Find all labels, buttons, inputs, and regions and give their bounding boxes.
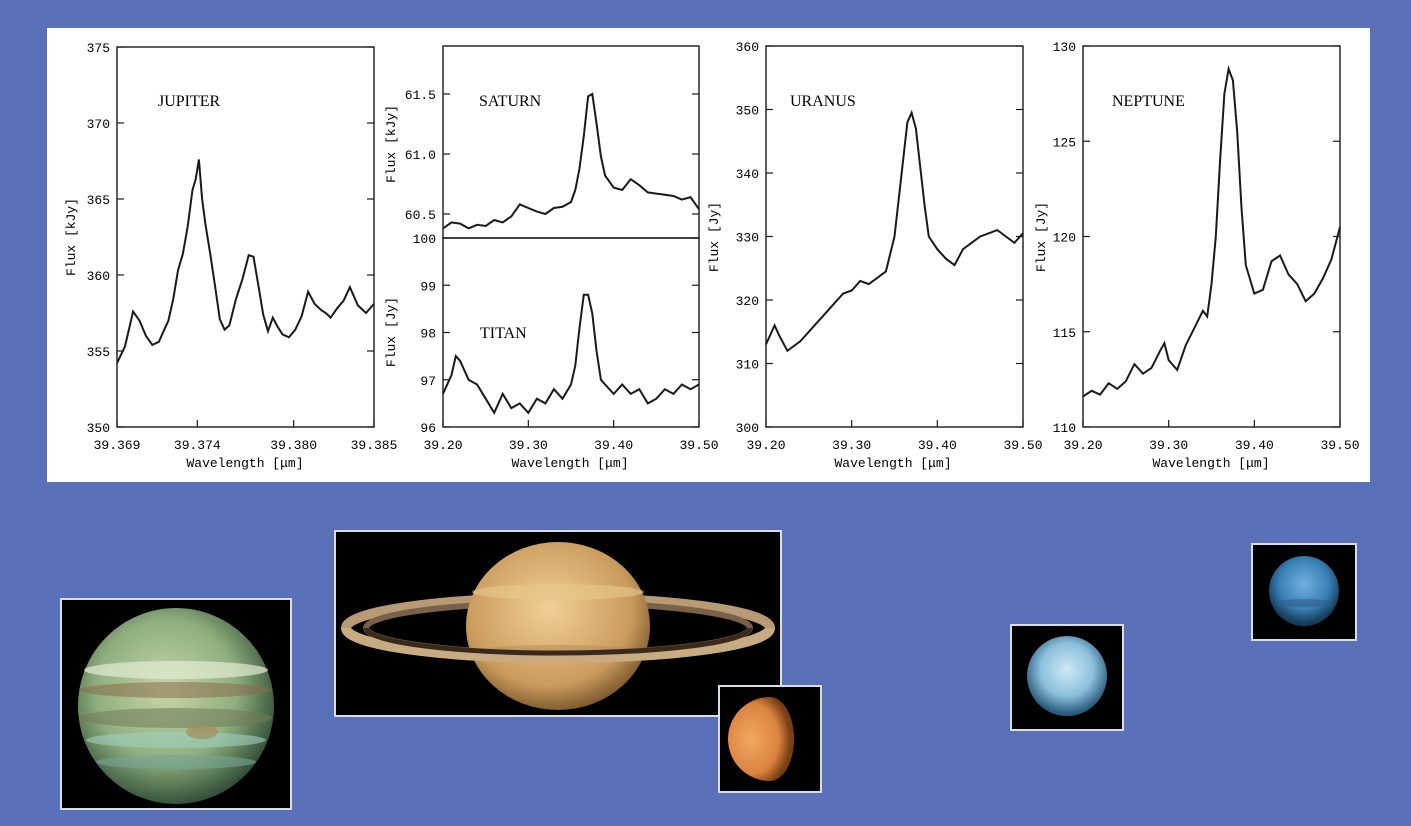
- titan-x-tick-label: 39.50: [679, 438, 718, 453]
- titan-series-line: [442, 293, 700, 415]
- saturn-image: [334, 530, 782, 717]
- neptune-x-tick-label: 39.40: [1235, 438, 1274, 453]
- jupiter-x-tick-label: 39.380: [270, 438, 317, 453]
- saturn-plot: SATURN Flux [kJy] 60.5 61.0 61.5: [384, 45, 700, 239]
- jupiter-ticks: 350 355 360 365 370 375 39.369 39.374 39.380 39.3…: [87, 41, 398, 453]
- saturn-y-tick-label: 61.0: [405, 148, 436, 163]
- neptune-x-tick-label: 39.50: [1320, 438, 1359, 453]
- titan-icon: [728, 697, 794, 781]
- titan-y-tick-label: 100: [413, 232, 436, 247]
- jupiter-y-tick-label: 365: [87, 193, 110, 208]
- saturn-label: SATURN: [479, 93, 542, 110]
- saturn-series-line: [442, 92, 700, 230]
- uranus-x-tick-label: 39.40: [918, 438, 957, 453]
- uranus-y-tick-label: 360: [736, 40, 759, 55]
- uranus-x-tick-label: 39.50: [1003, 438, 1042, 453]
- uranus-ticks: 300 310 320 330 340 350 360 39.20 39.30 39.40 39.5…: [736, 40, 1043, 453]
- uranus-x-axis-label: Wavelength [μm]: [834, 456, 951, 471]
- neptune-ticks: 110 115 120 125 130 39.20 39.30 39.40 39.50: [1053, 40, 1360, 453]
- plot-panel: [47, 28, 1370, 482]
- neptune-image: [1251, 543, 1357, 641]
- saturn-y-axis-label: Flux [kJy]: [384, 105, 399, 183]
- jupiter-plot-frame: [116, 46, 375, 428]
- titan-plot: TITAN Wavelength [μm] Flux [Jy] 96 97 98 99…: [384, 232, 719, 471]
- jupiter-x-tick-label: 39.374: [174, 438, 221, 453]
- titan-label: TITAN: [480, 325, 527, 342]
- neptune-x-tick-label: 39.30: [1149, 438, 1188, 453]
- neptune-y-tick-label: 130: [1053, 40, 1076, 55]
- uranus-y-tick-label: 330: [736, 231, 759, 246]
- titan-y-tick-label: 97: [420, 374, 436, 389]
- titan-y-axis-label: Flux [Jy]: [384, 297, 399, 367]
- uranus-y-tick-label: 300: [736, 421, 759, 436]
- saturn-y-tick-label: 61.5: [405, 88, 436, 103]
- neptune-y-tick-label: 125: [1053, 135, 1076, 150]
- neptune-y-tick-label: 110: [1053, 421, 1076, 436]
- jupiter-x-axis-label: Wavelength [μm]: [186, 456, 303, 471]
- jupiter-plot: JUPITER Wavelength [μm] Flux [kJy] 35035…: [64, 41, 397, 471]
- jupiter-label: JUPITER: [158, 93, 221, 110]
- uranus-label: URANUS: [790, 93, 856, 110]
- neptune-x-tick-label: 39.20: [1063, 438, 1102, 453]
- titan-image: [718, 685, 822, 793]
- uranus-plot: URANUS Wavelength [μm] Flux [Jy] 3003103…: [707, 40, 1043, 471]
- uranus-x-tick-label: 39.20: [746, 438, 785, 453]
- jupiter-y-axis-label: Flux [kJy]: [64, 198, 79, 276]
- saturn-icon: [341, 542, 775, 710]
- uranus-y-tick-label: 320: [736, 294, 759, 309]
- jupiter-series-line: [116, 159, 375, 364]
- saturn-plot-frame: [442, 45, 700, 239]
- uranus-series-line: [765, 109, 1024, 353]
- saturn-y-tick-label: 60.5: [405, 208, 436, 223]
- uranus-icon: [1027, 636, 1107, 716]
- uranus-y-tick-label: 310: [736, 358, 759, 373]
- titan-y-tick-label: 96: [420, 421, 436, 436]
- jupiter-y-tick-label: 370: [87, 117, 110, 132]
- titan-y-tick-label: 98: [420, 327, 436, 342]
- jupiter-y-tick-label: 350: [87, 421, 110, 436]
- jupiter-y-tick-label: 375: [87, 41, 110, 56]
- titan-x-tick-label: 39.30: [509, 438, 548, 453]
- titan-x-axis-label: Wavelength [μm]: [511, 456, 628, 471]
- neptune-x-axis-label: Wavelength [μm]: [1152, 456, 1269, 471]
- jupiter-x-tick-label: 39.369: [94, 438, 141, 453]
- titan-x-tick-label: 39.20: [423, 438, 462, 453]
- uranus-x-tick-label: 39.30: [832, 438, 871, 453]
- neptune-y-axis-label: Flux [Jy]: [1034, 202, 1049, 272]
- jupiter-x-tick-label: 39.385: [351, 438, 398, 453]
- jupiter-image: [60, 598, 292, 810]
- titan-ticks: 96 97 98 99 100 39.20 39.30 39.40 39.50: [413, 232, 719, 453]
- titan-y-tick-label: 99: [420, 279, 436, 294]
- jupiter-y-tick-label: 355: [87, 345, 110, 360]
- jupiter-y-tick-label: 360: [87, 269, 110, 284]
- titan-x-tick-label: 39.40: [594, 438, 633, 453]
- neptune-icon: [1269, 556, 1339, 626]
- neptune-plot: NEPTUNE Wavelength [μm] Flux [Jy] 110 115…: [1034, 40, 1360, 471]
- uranus-y-tick-label: 350: [736, 104, 759, 119]
- neptune-series-line: [1082, 65, 1341, 398]
- neptune-y-tick-label: 120: [1053, 231, 1076, 246]
- uranus-image: [1010, 624, 1124, 731]
- neptune-y-tick-label: 115: [1053, 326, 1076, 341]
- neptune-label: NEPTUNE: [1112, 93, 1185, 110]
- jupiter-icon: [78, 608, 274, 804]
- uranus-y-tick-label: 340: [736, 167, 759, 182]
- uranus-y-axis-label: Flux [Jy]: [707, 202, 722, 272]
- saturn-ticks: 60.5 61.0 61.5: [405, 88, 699, 223]
